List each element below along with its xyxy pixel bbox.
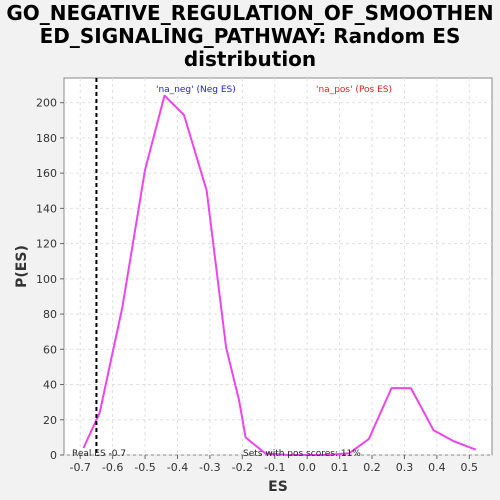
x-tick-label: -0.6: [102, 461, 123, 474]
series-line-1: [82, 94, 477, 456]
pos-es-label: 'na_pos' (Pos ES): [316, 85, 392, 95]
x-tick-label: 0.2: [363, 461, 381, 474]
x-axis-label: ES: [268, 479, 288, 495]
tick-labels: -0.7 -0.6 -0.5 -0.4 -0.3 -0.2 -0.1 0.0 0.1 0.2 0.3…: [36, 97, 478, 474]
plot-area: [63, 77, 493, 456]
y-tick-label: 0: [50, 449, 57, 462]
chart-title-line-2: ED_SIGNALING_PATHWAY: Random ES: [39, 24, 461, 48]
pos-scores-label: Sets with pos scores: 11%: [243, 449, 361, 459]
y-tick-label: 80: [43, 308, 57, 321]
y-axis-label: P(ES): [14, 245, 30, 288]
x-tick-label: 0.4: [428, 461, 446, 474]
x-tick-label: -0.3: [199, 461, 220, 474]
chart-title: GO_NEGATIVE_REGULATION_OF_SMOOTHEN ED_SI…: [0, 2, 500, 71]
annotations: 'na_neg' (Neg ES) 'na_pos' (Pos ES) Real…: [72, 78, 392, 459]
chart-title-line-1: GO_NEGATIVE_REGULATION_OF_SMOOTHEN: [6, 1, 494, 25]
y-tick-label: 20: [43, 414, 57, 427]
y-tick-label: 40: [43, 379, 57, 392]
x-tick-label: -0.5: [134, 461, 155, 474]
chart-title-line-3: distribution: [183, 47, 317, 71]
x-tick-label: 0.5: [461, 461, 479, 474]
y-tick-label: 120: [36, 238, 57, 251]
y-tick-label: 60: [43, 343, 57, 356]
series-layer: [82, 94, 477, 456]
x-tick-label: 0.0: [298, 461, 316, 474]
y-tick-label: 180: [36, 132, 57, 145]
y-tick-label: 100: [36, 273, 57, 286]
grid: [64, 78, 492, 456]
y-tick-label: 200: [36, 97, 57, 110]
y-tick-label: 140: [36, 202, 57, 215]
y-tick-label: 160: [36, 167, 57, 180]
x-tick-label: -0.4: [167, 461, 188, 474]
x-tick-label: -0.1: [264, 461, 285, 474]
axes: [60, 102, 470, 459]
x-tick-label: 0.1: [331, 461, 349, 474]
x-tick-label: 0.3: [396, 461, 414, 474]
real-es-label: Real ES -0.7: [72, 449, 126, 459]
neg-es-label: 'na_neg' (Neg ES): [156, 85, 236, 95]
x-tick-label: -0.2: [232, 461, 253, 474]
x-tick-label: -0.7: [69, 461, 90, 474]
